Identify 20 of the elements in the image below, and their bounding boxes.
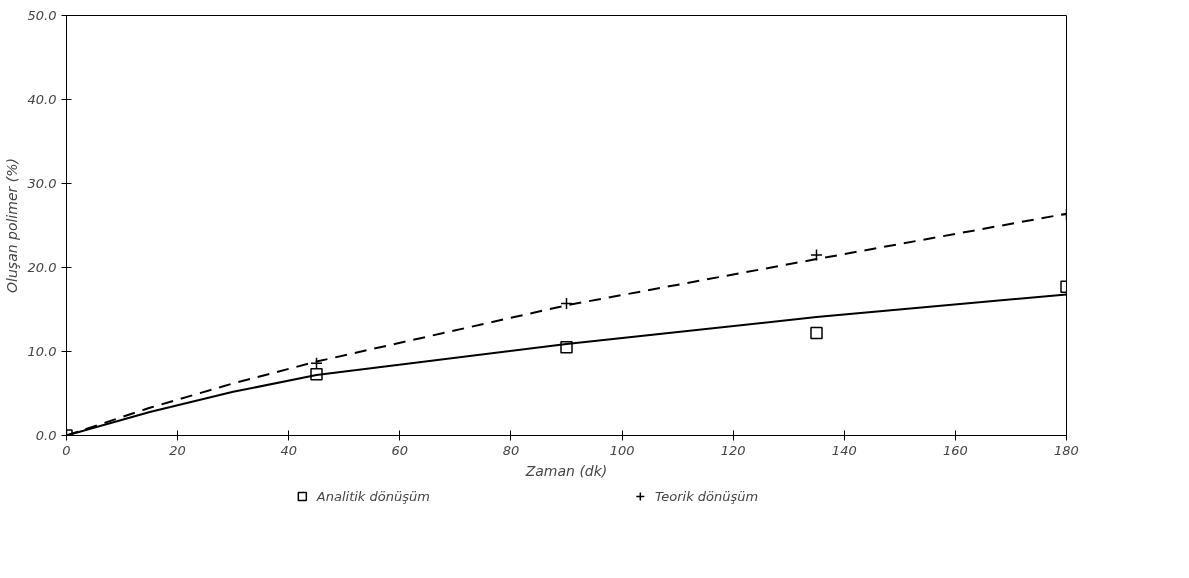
x-tick-label: 60 [391, 442, 409, 458]
x-axis-title: Zaman (dk) [524, 462, 608, 479]
x-tick-label: 40 [280, 442, 297, 458]
x-tick-label: 180 [1054, 442, 1079, 458]
y-tick-label: 50.0 [27, 8, 57, 23]
y-tick-label: 10.0 [27, 344, 57, 359]
y-tick-label: 0.0 [35, 428, 57, 443]
y-tick-label: 30.0 [27, 176, 57, 191]
x-tick-label: 140 [831, 442, 857, 458]
x-tick-label: 80 [502, 442, 520, 458]
x-tick-label: 0 [62, 442, 71, 458]
x-tick-label: 100 [609, 442, 635, 458]
y-tick-label: 20.0 [27, 260, 57, 275]
y-tick-label: 40.0 [27, 92, 57, 107]
legend-label: Teorik dönüşüm [654, 488, 759, 504]
legend-label: Analitik dönüşüm [316, 488, 430, 504]
x-tick-label: 160 [942, 442, 968, 458]
x-tick-label: 20 [169, 442, 186, 458]
y-axis-title: Oluşan polimer (%) [3, 158, 20, 293]
x-tick-label: 120 [720, 442, 746, 458]
